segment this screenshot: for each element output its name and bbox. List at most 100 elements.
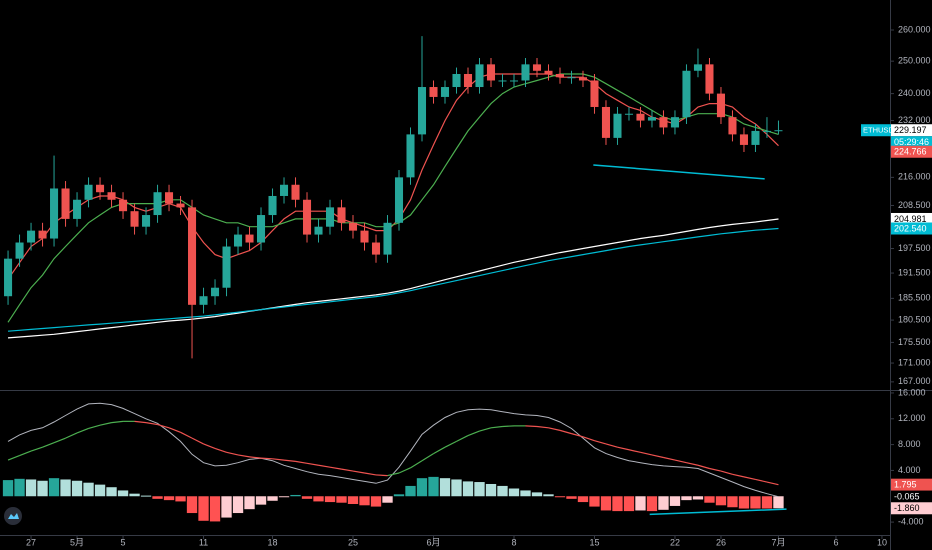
x-tick-label: 5月 [70, 537, 84, 547]
countdown-tag-bg [891, 136, 932, 149]
signal-segment [502, 425, 515, 428]
candle-body [452, 73, 461, 88]
candle-body [716, 93, 725, 118]
macd-tag: -0.065 [894, 492, 920, 502]
x-tick-label: 6月 [426, 537, 440, 547]
logo[interactable] [4, 507, 22, 525]
histogram-bar [485, 483, 497, 497]
signal-segment [329, 466, 342, 470]
histogram-bar [117, 490, 129, 497]
signal-segment [410, 460, 423, 469]
histogram-bar [48, 478, 60, 497]
histogram-bar [646, 496, 658, 512]
signal-segment [180, 431, 193, 439]
logo-mark [8, 513, 19, 519]
y-tick-label: 180.500 [898, 314, 931, 324]
histogram-bar [152, 496, 163, 499]
candle-body [360, 230, 369, 243]
candle-body [348, 222, 358, 231]
candle-body [291, 184, 300, 200]
signal-segment [709, 467, 722, 472]
histogram-bar [577, 496, 589, 503]
candle-body [38, 230, 47, 239]
candle-body [325, 207, 335, 227]
signal-segment [571, 433, 584, 438]
candle-body [199, 296, 208, 305]
signal-segment [19, 450, 32, 457]
ma-tag-bg [891, 145, 932, 158]
candle-body [107, 192, 116, 200]
x-tick-label: 25 [348, 537, 358, 547]
signal-segment [306, 462, 319, 466]
signal-segment [53, 437, 66, 444]
signal-segment [594, 440, 607, 445]
candle-body [682, 70, 691, 118]
x-tick-label: 27 [26, 537, 36, 547]
histogram-bar [531, 492, 543, 497]
y-tick-label: 167.000 [898, 376, 931, 386]
histogram-bar [727, 496, 738, 508]
candle-body [624, 113, 634, 115]
candle-body [705, 64, 714, 94]
countdown-tag: 05:29:46 [894, 137, 929, 147]
candle-body [463, 73, 473, 88]
y-tick-label: 175.500 [898, 337, 931, 347]
x-tick-label: 22 [670, 537, 680, 547]
histogram-bar [244, 496, 255, 510]
x-tick-label: 18 [268, 537, 278, 547]
candle-body [96, 184, 105, 193]
histogram-bar [669, 496, 681, 506]
histogram-bar [278, 496, 290, 498]
y-tick-label: 16.000 [898, 387, 926, 397]
histogram-bar [37, 480, 48, 497]
histogram-bar [462, 481, 474, 497]
candle-body [383, 222, 392, 255]
candle-body [15, 242, 24, 259]
signal-segment [203, 443, 216, 450]
signal-segment [490, 425, 503, 429]
signal-segment [686, 462, 699, 466]
histogram-bar [428, 476, 439, 497]
signal-segment [65, 432, 78, 439]
signal-segment [88, 424, 101, 430]
signal-segment [134, 420, 147, 424]
signal-segment [111, 420, 124, 424]
macd-line [7, 402, 779, 498]
candle-body [222, 246, 231, 288]
candle-body [314, 226, 323, 235]
candle-body [613, 113, 622, 138]
histogram-bar [255, 496, 267, 505]
symbol-tag-bg [861, 124, 891, 137]
candle-body [751, 130, 760, 145]
signal-segment [214, 447, 227, 453]
x-tick-label: 7月 [771, 537, 785, 547]
histogram-bar [175, 496, 186, 502]
candle-body [406, 134, 415, 178]
candle-body [130, 211, 139, 227]
candle-body [567, 77, 576, 79]
signal-segment [525, 425, 538, 428]
candle-body [739, 134, 748, 145]
signal-segment [145, 422, 158, 426]
candle-body [498, 80, 507, 82]
candle-body [279, 184, 289, 196]
histogram-bar [370, 496, 382, 507]
candle-body [394, 177, 404, 223]
signal-segment [237, 454, 250, 458]
candle-body [176, 203, 185, 208]
y-tick-label: 4.000 [898, 465, 921, 475]
x-tick-label: 6 [833, 537, 838, 547]
x-tick-label: 8 [511, 537, 516, 547]
signal-segment [272, 458, 285, 461]
candle-body [774, 130, 783, 132]
candle-body [165, 192, 174, 204]
histogram-bar [497, 485, 508, 497]
signal-segment [605, 443, 618, 448]
histogram-bar [600, 496, 612, 511]
histogram-bar [623, 496, 635, 512]
candle-body [429, 87, 438, 97]
last-price-tag-bg [891, 124, 932, 137]
histogram-bar [750, 496, 761, 509]
histogram-tag-bg [891, 502, 932, 515]
